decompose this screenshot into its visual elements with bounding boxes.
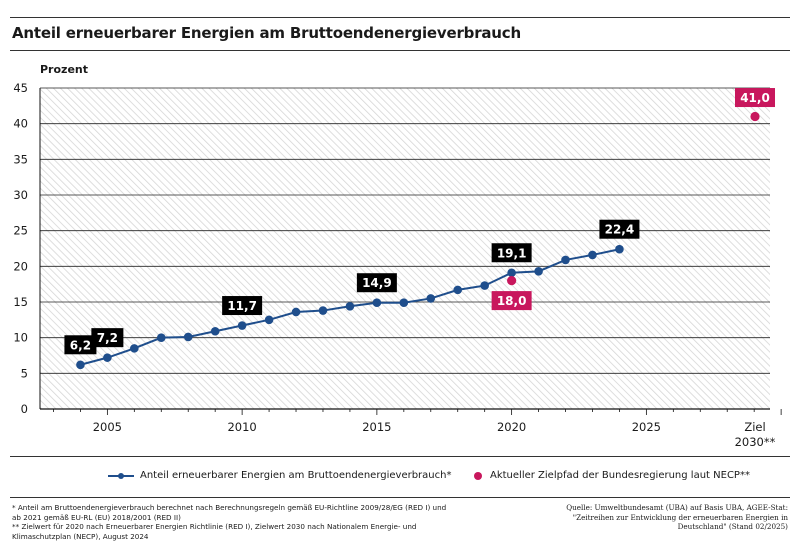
y-axis-title: Prozent (40, 63, 88, 76)
legend-series-marker (108, 472, 134, 479)
x-tick-label: 2025 (632, 420, 661, 434)
y-tick-label: 10 (13, 331, 28, 345)
x-tick-label: 2005 (93, 420, 122, 434)
target-point (507, 276, 517, 286)
data-point (156, 333, 166, 342)
source-line: Deutschland" (Stand 02/2025) (677, 522, 788, 531)
data-label: 11,7 (227, 299, 257, 313)
y-tick-label: 35 (13, 152, 28, 166)
target-label-bg (735, 88, 775, 108)
footnote-line: Klimaschutzplan (NECP), August 2024 (12, 531, 149, 541)
data-point (480, 281, 489, 290)
data-point (183, 332, 193, 342)
y-tick-label: 45 (13, 81, 28, 95)
data-point (426, 294, 436, 303)
legend-target-label: Aktueller Zielpfad der Bundesregierung l… (490, 470, 750, 481)
plot-area (40, 88, 770, 409)
data-label: 22,4 (605, 223, 635, 237)
data-label-bg (491, 243, 532, 263)
data-point (291, 307, 301, 317)
y-tick-label: 30 (13, 188, 28, 202)
y-tick-label: 25 (13, 224, 28, 238)
data-point (561, 255, 570, 265)
data-label-bg (91, 328, 124, 348)
footnotes: * Anteil am Bruttoendenergieverbrauch be… (12, 503, 472, 541)
legend-series-label: Anteil erneuerbarer Energien am Bruttoen… (140, 470, 452, 481)
source-note: Quelle: Umweltbundesamt (UBA) auf Basis … (538, 503, 788, 532)
data-point (210, 326, 220, 336)
data-point (372, 298, 382, 308)
data-point (588, 250, 597, 260)
target-label-bg (491, 291, 532, 311)
x-tick-label: 2020 (497, 420, 526, 434)
y-tick-label: 40 (13, 117, 28, 131)
data-point (345, 301, 355, 311)
footnote-line: * Anteil am Bruttoendenergieverbrauch be… (12, 503, 447, 512)
x-tick-label: 2010 (227, 420, 256, 434)
y-tick-label: 0 (21, 402, 28, 416)
data-label-bg (599, 219, 640, 239)
source-line: Quelle: Umweltbundesamt (UBA) auf Basis … (566, 503, 788, 512)
target-point (750, 111, 760, 122)
y-tick-label: 5 (21, 366, 28, 380)
x-tick-label: 2015 (362, 420, 391, 434)
y-tick-label: 15 (13, 295, 28, 309)
footer-rule (10, 497, 790, 498)
title-rule (10, 50, 790, 51)
data-label-bg (356, 273, 397, 293)
footnote-line: ** Zielwert für 2020 nach Erneuerbarer E… (12, 522, 417, 531)
x-tick-label-goal: Ziel (744, 420, 765, 434)
data-point (507, 268, 516, 278)
chart-title: Anteil erneuerbarer Energien am Bruttoen… (12, 24, 521, 42)
data-point (399, 298, 409, 308)
x-tick-label-goal-year: 2030** (735, 435, 776, 449)
legend-series: Anteil erneuerbarer Energien am Bruttoen… (108, 470, 451, 481)
data-label: 6,2 (70, 338, 91, 352)
data-point (615, 244, 624, 254)
source-line: "Zeitreihen zur Entwicklung der erneuerb… (572, 512, 788, 522)
data-label: 19,1 (497, 246, 527, 260)
target-label: 18,0 (497, 294, 527, 308)
legend-target-marker (474, 471, 482, 480)
data-point (318, 306, 328, 315)
data-label: 7,2 (97, 331, 118, 345)
data-point (453, 285, 463, 295)
target-label: 41,0 (740, 91, 770, 105)
data-point (264, 315, 274, 325)
legend-rule (10, 456, 790, 457)
data-label-bg (222, 296, 263, 316)
legend-target: Aktueller Zielpfad der Bundesregierung l… (474, 470, 750, 481)
data-point (534, 267, 543, 276)
data-point (103, 353, 112, 362)
data-point (76, 360, 85, 370)
data-point (130, 344, 139, 353)
data-label: 14,9 (362, 276, 392, 290)
y-tick-label: 20 (13, 259, 28, 273)
top-rule (10, 17, 790, 18)
data-label-bg (64, 335, 97, 355)
footnote-line: ab 2021 gemäß EU-RL (EU) 2018/2001 (RED … (12, 512, 181, 522)
data-point (237, 321, 247, 330)
